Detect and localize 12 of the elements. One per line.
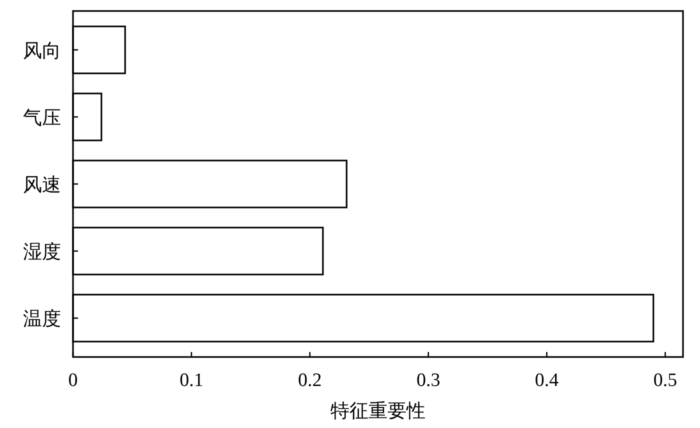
- y-tick-label: 气压: [23, 108, 61, 129]
- x-tick-label: 0.3: [416, 370, 440, 391]
- x-tick-label: 0.5: [653, 370, 678, 391]
- y-tick-label: 温度: [23, 308, 61, 330]
- y-tick-label: 湿度: [23, 241, 61, 264]
- y-tick-label: 风向: [23, 40, 61, 62]
- x-tick-label: 0: [68, 370, 78, 391]
- x-axis-title: 特征重要性: [330, 401, 426, 422]
- x-tick-label: 0.4: [534, 370, 560, 391]
- x-tick-label: 0.1: [180, 370, 204, 391]
- y-tick-label: 风速: [23, 175, 61, 196]
- x-tick-label: 0.2: [298, 370, 322, 391]
